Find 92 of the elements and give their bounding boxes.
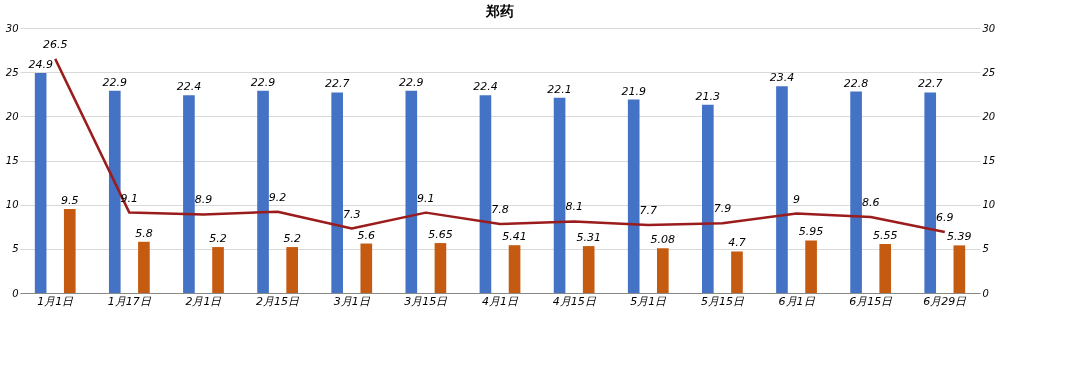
y-tick-label: 30	[5, 22, 19, 34]
x-tick-label: 1月1日	[37, 294, 75, 308]
bar	[63, 209, 76, 293]
data-label: 21.3	[695, 89, 721, 103]
data-label: 9.1	[417, 191, 435, 205]
data-label: 4.7	[728, 236, 746, 250]
data-label: 7.8	[491, 203, 509, 217]
data-label: 5.41	[502, 230, 527, 244]
data-label: 5.8	[135, 226, 153, 240]
x-tick-label: 4月15日	[552, 294, 597, 308]
bar	[286, 247, 298, 293]
data-label: 22.4	[176, 80, 202, 94]
x-tick-label: 6月15日	[849, 294, 894, 308]
x-tick-label: 4月1日	[482, 294, 519, 308]
data-label: 5.6	[357, 228, 376, 242]
data-label: 5.08	[650, 233, 676, 247]
bar	[331, 92, 343, 293]
y2-tick-label: 20	[982, 110, 996, 122]
x-tick-label: 3月15日	[404, 294, 449, 308]
y2-tick-label: 10	[982, 199, 996, 211]
y-tick-label: 25	[5, 66, 19, 78]
data-label: 7.9	[713, 202, 732, 216]
bar	[627, 99, 640, 293]
data-label: 22.7	[917, 77, 943, 91]
y2-tick-label: 5	[982, 243, 989, 255]
data-label: 5.95	[798, 225, 824, 239]
data-label: 23.4	[769, 71, 795, 85]
data-label: 22.7	[324, 77, 350, 91]
x-tick-label: 6月1日	[778, 294, 816, 308]
data-label: 5.55	[872, 228, 898, 242]
data-label: 6.9	[936, 211, 954, 225]
data-label: 5.2	[283, 232, 301, 246]
data-label: 5.65	[428, 228, 453, 242]
data-label: 21.9	[621, 84, 646, 98]
data-label: 9.5	[61, 194, 79, 208]
y-tick-label: 5	[12, 243, 19, 255]
bar	[212, 247, 224, 293]
y2-tick-label: 15	[982, 155, 996, 166]
x-tick-label: 5月15日	[700, 294, 745, 308]
data-label: 5.31	[576, 231, 601, 245]
data-label: 22.9	[399, 75, 424, 89]
data-label: 8.6	[861, 196, 880, 210]
data-label: 7.7	[639, 203, 658, 217]
x-tick-label: 6月29日	[923, 294, 968, 308]
y-tick-label: 0	[12, 287, 19, 299]
bar	[553, 97, 566, 293]
data-label: 8.9	[194, 193, 213, 207]
x-tick-label: 5月1日	[630, 294, 668, 308]
bar	[183, 95, 195, 293]
data-label: 9	[793, 192, 801, 206]
data-label: 5.2	[209, 232, 227, 246]
y-tick-label: 20	[5, 110, 19, 122]
y2-tick-label: 30	[982, 22, 996, 34]
bar	[34, 73, 47, 293]
bar	[731, 251, 743, 293]
bar	[138, 241, 150, 293]
data-label: 22.4	[473, 80, 498, 94]
data-label: 22.1	[547, 82, 572, 96]
bar	[879, 243, 892, 293]
data-label: 24.9	[28, 58, 53, 72]
data-label: 7.3	[342, 207, 361, 221]
bar	[953, 245, 966, 293]
bar	[257, 90, 269, 293]
x-tick-label: 3月1日	[333, 294, 371, 308]
y2-tick-label: 25	[982, 66, 996, 78]
y-tick-label: 15	[5, 155, 19, 166]
data-label: 8.1	[565, 200, 583, 214]
data-label: 22.9	[102, 75, 128, 89]
data-label: 5.39	[947, 230, 972, 244]
x-tick-label: 1月17日	[107, 294, 152, 308]
x-tick-label: 2月1日	[185, 294, 223, 308]
bar	[479, 95, 492, 293]
chart-title: 郑药	[485, 3, 514, 19]
data-label: 26.5	[42, 37, 68, 51]
bar	[702, 104, 714, 293]
bar	[924, 92, 937, 293]
bar	[508, 245, 521, 293]
bar	[434, 243, 447, 293]
y2-tick-label: 0	[982, 287, 989, 299]
data-label: 22.8	[843, 76, 869, 90]
bar	[805, 240, 817, 293]
data-label: 22.9	[250, 75, 276, 89]
bar	[360, 243, 373, 293]
bar	[405, 90, 418, 293]
bar	[850, 91, 862, 293]
bar	[657, 248, 669, 293]
bar	[776, 86, 788, 293]
bar	[108, 90, 121, 293]
data-label: 9.2	[268, 190, 287, 204]
y-tick-label: 10	[5, 199, 19, 211]
bar	[582, 246, 595, 293]
x-tick-label: 2月15日	[256, 294, 301, 308]
